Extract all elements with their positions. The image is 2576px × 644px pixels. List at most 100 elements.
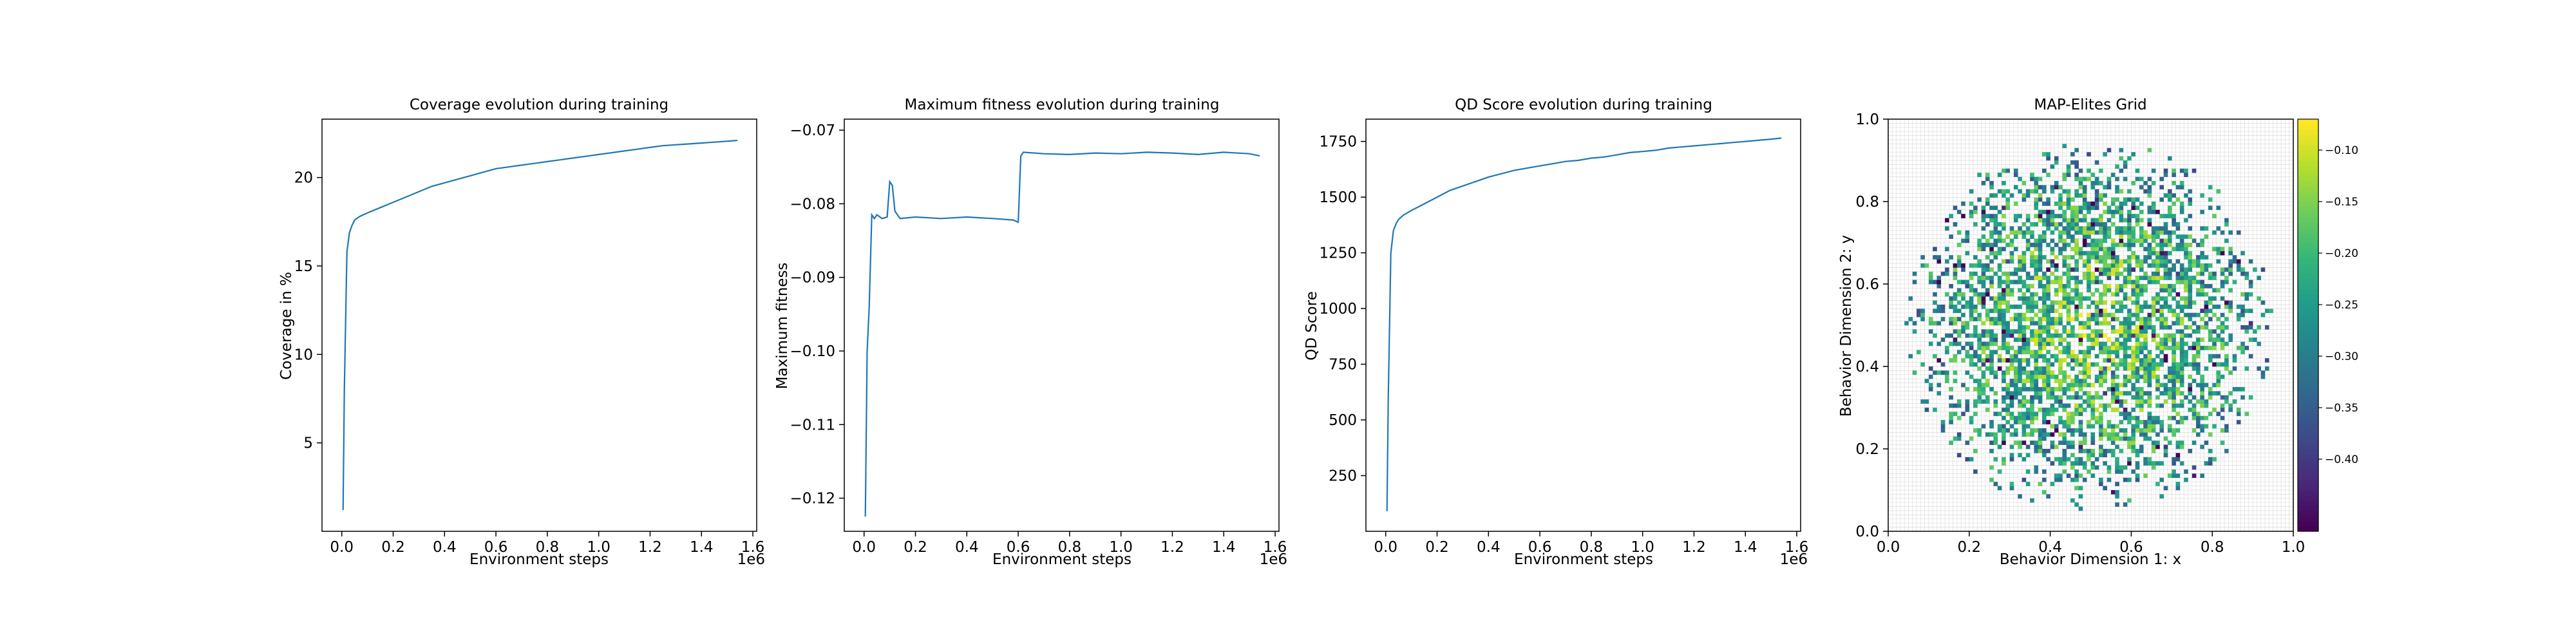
heatmap-cell xyxy=(2147,317,2152,321)
heatmap-cell xyxy=(2163,276,2168,280)
heatmap-cell xyxy=(2163,346,2168,350)
heatmap-cell xyxy=(2184,288,2188,293)
heatmap-cell xyxy=(2151,358,2156,363)
heatmap-cell xyxy=(2058,461,2063,466)
heatmap-cell xyxy=(2257,341,2261,346)
heatmap-cell xyxy=(2046,197,2050,202)
heatmap-cell xyxy=(2127,218,2132,223)
heatmap-cell xyxy=(2042,346,2047,350)
heatmap-cell xyxy=(2099,230,2103,235)
heatmap-cell xyxy=(2127,321,2132,326)
heatmap-cell xyxy=(2070,444,2075,450)
heatmap-cell xyxy=(2058,337,2063,342)
heatmap-cell xyxy=(2131,350,2136,355)
heatmap-cell xyxy=(2236,259,2241,264)
heatmap-cell xyxy=(2005,168,2010,173)
heatmap-cell xyxy=(1977,341,1982,346)
heatmap-cell xyxy=(2216,259,2221,264)
heatmap-cell xyxy=(2099,329,2103,334)
heatmap-cell xyxy=(2253,329,2257,334)
heatmap-cell xyxy=(2143,366,2148,371)
heatmap-cell xyxy=(2155,354,2160,359)
x-tick-label: 1.4 xyxy=(1734,539,1757,556)
heatmap-cell xyxy=(1989,337,1994,342)
heatmap-cell xyxy=(2151,279,2156,285)
heatmap-cell xyxy=(2155,276,2160,280)
heatmap-cell xyxy=(2139,238,2144,243)
heatmap-cell xyxy=(2208,276,2213,280)
heatmap-cell xyxy=(1928,279,1933,285)
axes-frame xyxy=(1888,118,2294,532)
heatmap-cell xyxy=(2200,424,2204,429)
heatmap-cell xyxy=(2070,160,2075,165)
heatmap-cell xyxy=(2094,288,2099,293)
heatmap-cell xyxy=(2110,436,2116,441)
heatmap-cell xyxy=(1953,308,1958,314)
heatmap-cell xyxy=(2094,420,2099,424)
heatmap-cell xyxy=(2159,494,2164,499)
heatmap-cell xyxy=(2107,321,2112,326)
heatmap-cell xyxy=(2212,288,2217,293)
heatmap-cell xyxy=(2087,333,2091,338)
heatmap-cell xyxy=(2082,432,2087,437)
heatmap-cell xyxy=(2099,482,2103,486)
colorbar-segment xyxy=(2298,315,2318,321)
heatmap-cell xyxy=(2087,259,2091,264)
heatmap-cell xyxy=(2074,461,2079,466)
heatmap-cell xyxy=(2179,276,2184,280)
heatmap-cell xyxy=(2179,391,2184,396)
heatmap-cell xyxy=(1989,350,1994,355)
heatmap-cell xyxy=(2099,238,2103,243)
heatmap-cell xyxy=(2038,449,2043,453)
heatmap-cell xyxy=(2038,337,2043,342)
y-tick-label: 750 xyxy=(1329,357,1357,374)
heatmap-cell xyxy=(2074,305,2079,309)
heatmap-cell xyxy=(2110,267,2116,272)
heatmap-cell xyxy=(2220,251,2225,256)
heatmap-cell xyxy=(2094,176,2099,182)
heatmap-cell xyxy=(2135,276,2140,280)
heatmap-cell xyxy=(2135,415,2140,421)
heatmap-cell xyxy=(1993,341,1998,346)
heatmap-cell xyxy=(2034,449,2039,453)
heatmap-cell xyxy=(2131,300,2136,305)
x-tick-label: 0.8 xyxy=(2201,539,2224,556)
heatmap-cell xyxy=(2224,300,2229,305)
heatmap-cell xyxy=(2151,428,2156,433)
heatmap-cell xyxy=(2074,312,2079,317)
heatmap-cell xyxy=(1961,292,1965,297)
heatmap-cell xyxy=(2163,453,2168,458)
heatmap-cell xyxy=(1981,329,1986,334)
heatmap-cell xyxy=(2192,415,2197,421)
heatmap-cell xyxy=(2090,415,2096,421)
heatmap-cell xyxy=(2208,300,2213,305)
heatmap-cell xyxy=(2078,486,2083,491)
heatmap-cell xyxy=(2131,415,2136,421)
heatmap-cell xyxy=(2099,292,2103,297)
heatmap-cell xyxy=(2030,432,2034,437)
heatmap-cell xyxy=(1993,193,1998,198)
heatmap-cell xyxy=(1973,399,1978,404)
heatmap-cell xyxy=(2220,408,2225,412)
heatmap-cell xyxy=(2208,317,2213,321)
heatmap-cell xyxy=(2147,205,2152,211)
heatmap-cell xyxy=(2131,267,2136,272)
heatmap-cell xyxy=(2192,238,2197,243)
heatmap-cell xyxy=(2147,147,2152,153)
heatmap-cell xyxy=(2090,218,2096,223)
heatmap-cell xyxy=(2022,440,2027,445)
heatmap-cell xyxy=(2159,403,2164,408)
heatmap-cell xyxy=(1937,284,1942,289)
heatmap-cell xyxy=(2179,362,2184,367)
heatmap-cell xyxy=(2087,251,2091,256)
heatmap-cell xyxy=(2220,362,2225,367)
heatmap-cell xyxy=(2094,189,2099,194)
heatmap-cell xyxy=(2110,379,2116,383)
heatmap-cell xyxy=(2179,243,2184,247)
heatmap-cell xyxy=(2175,185,2181,190)
heatmap-cell xyxy=(2184,276,2188,280)
heatmap-cell xyxy=(2188,276,2193,280)
heatmap-cell xyxy=(2220,337,2225,342)
heatmap-cell xyxy=(2018,214,2022,218)
heatmap-cell xyxy=(2147,234,2152,239)
